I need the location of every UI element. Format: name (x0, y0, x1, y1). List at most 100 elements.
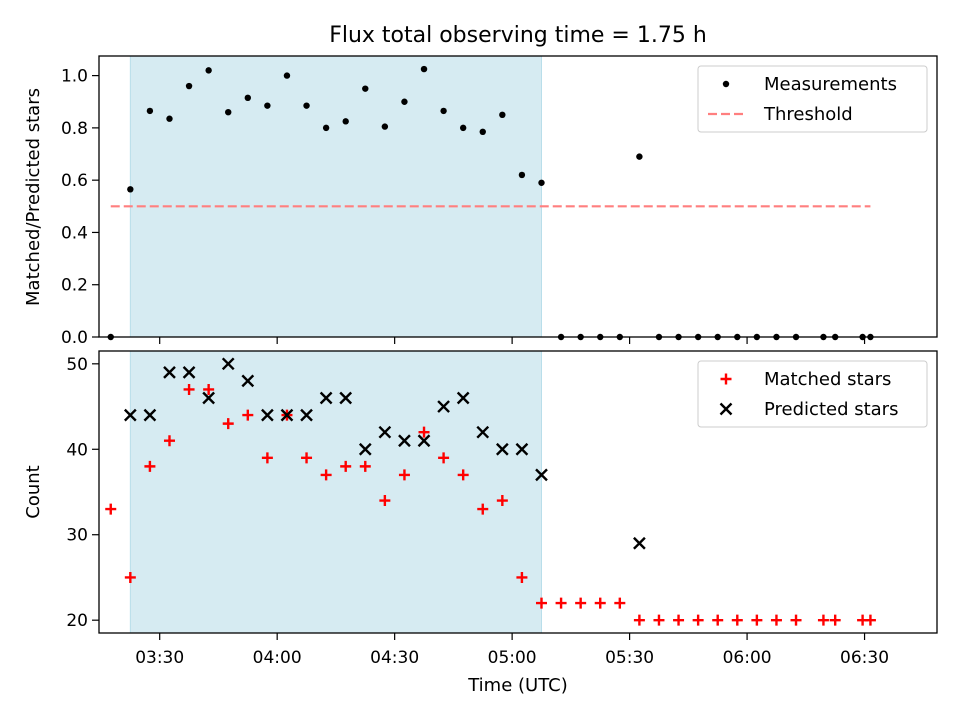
predicted-star-point (241, 374, 255, 388)
y-tick-label: 0.4 (61, 223, 88, 243)
legend-marker-dot (722, 80, 730, 88)
x-tick-label: 04:00 (253, 648, 302, 668)
x-tick-label: 05:30 (605, 648, 654, 668)
predicted-star-point (535, 468, 548, 482)
axes-frame-0 (98, 55, 938, 338)
predicted-star-point (280, 408, 294, 422)
matched-star-point (633, 614, 645, 626)
legend-box (697, 65, 928, 133)
measurement-point (146, 107, 154, 115)
predicted-star-point (163, 366, 176, 379)
plot-layer: 0.0 0.2 0.4 0.6 0.8 1.0 Measurements Threshold 2… (61, 55, 938, 668)
matched-star-point (829, 614, 841, 626)
x-tick-label: 06:00 (723, 648, 772, 668)
legend-marker-x (719, 402, 733, 416)
matched-star-point (457, 469, 469, 481)
y-tick-label: 30 (66, 526, 88, 546)
predicted-star-point (633, 536, 646, 550)
matched-star-point (124, 571, 136, 583)
measurement-point (342, 118, 349, 125)
legend-label: Threshold (763, 104, 853, 125)
chart-title: Flux total observing time = 1.75 h (329, 23, 707, 48)
matched-star-point (673, 614, 685, 626)
matched-star-point (320, 469, 332, 481)
legend-1: Matched stars Predicted stars (697, 360, 928, 428)
predicted-star-point (515, 442, 529, 456)
matched-star-point (594, 597, 606, 609)
legend-marker-plus (720, 373, 732, 385)
matched-star-point (712, 614, 724, 626)
measurement-point (636, 153, 643, 160)
predicted-star-point (319, 391, 333, 405)
measurement-point (185, 82, 193, 90)
measurement-point (538, 179, 545, 186)
y-tick-label: 40 (66, 440, 88, 460)
matched-star-point (105, 503, 117, 515)
matched-star-point (751, 614, 763, 626)
measurement-point (303, 102, 310, 109)
measurement-point (499, 111, 506, 119)
predicted-star-point (437, 400, 450, 413)
measurement-point (127, 186, 134, 193)
y-tick-label: 20 (66, 611, 88, 631)
observing-span-0 (129, 55, 542, 338)
series-predicted-stars (123, 357, 646, 550)
predicted-star-point (495, 442, 509, 456)
measurement-point (362, 85, 369, 92)
matched-star-point (864, 614, 876, 626)
predicted-star-point (123, 408, 137, 422)
matched-star-point (222, 418, 234, 430)
x-tick-label: 03:30 (135, 648, 184, 668)
observing-span-1 (129, 350, 542, 634)
predicted-star-point (339, 391, 353, 405)
matched-star-point (496, 495, 508, 507)
matched-star-point (418, 426, 430, 438)
measurement-point (166, 115, 173, 122)
matched-star-point (477, 503, 489, 515)
legend-0: Measurements Threshold (697, 65, 928, 133)
matched-star-point (340, 460, 352, 472)
matched-star-point (163, 435, 175, 447)
matched-star-point (203, 383, 215, 395)
x-tick-label: 06:30 (840, 648, 889, 668)
predicted-star-point (417, 434, 431, 448)
legend-box (697, 360, 928, 428)
legend-label: Measurements (764, 74, 897, 95)
matched-star-point (438, 452, 450, 464)
matched-star-point (790, 614, 802, 626)
y-tick-label: 0.6 (61, 171, 88, 191)
x-tick-label: 05:00 (488, 648, 537, 668)
matched-star-point (555, 597, 567, 609)
x-tick-label: 04:30 (370, 648, 419, 668)
predicted-star-point (221, 357, 235, 371)
matched-star-point (301, 452, 313, 464)
measurement-point (381, 123, 389, 130)
measurement-point (479, 128, 486, 136)
measurement-point (459, 124, 467, 132)
series-matched-stars (105, 383, 876, 626)
matched-star-point (535, 597, 547, 609)
y-tick-label: 0.2 (61, 276, 88, 296)
predicted-star-point (378, 425, 392, 439)
matched-star-point (817, 614, 829, 626)
legend-label: Predicted stars (764, 399, 898, 420)
measurement-point (322, 124, 330, 132)
predicted-star-point (143, 408, 157, 422)
matched-star-point (242, 409, 254, 421)
matched-star-point (614, 597, 626, 609)
matched-star-point (575, 597, 587, 609)
y-tick-label: 1.0 (61, 67, 88, 87)
matched-star-point (261, 452, 273, 464)
matched-star-point (516, 571, 528, 583)
measurement-point (264, 102, 271, 109)
matched-star-point (731, 614, 743, 626)
matched-star-point (144, 460, 156, 472)
measurement-point (518, 171, 526, 179)
predicted-star-point (398, 434, 411, 448)
measurement-point (225, 109, 232, 116)
measurement-point (283, 72, 291, 79)
predicted-star-point (182, 366, 196, 379)
predicted-star-point (456, 391, 470, 405)
